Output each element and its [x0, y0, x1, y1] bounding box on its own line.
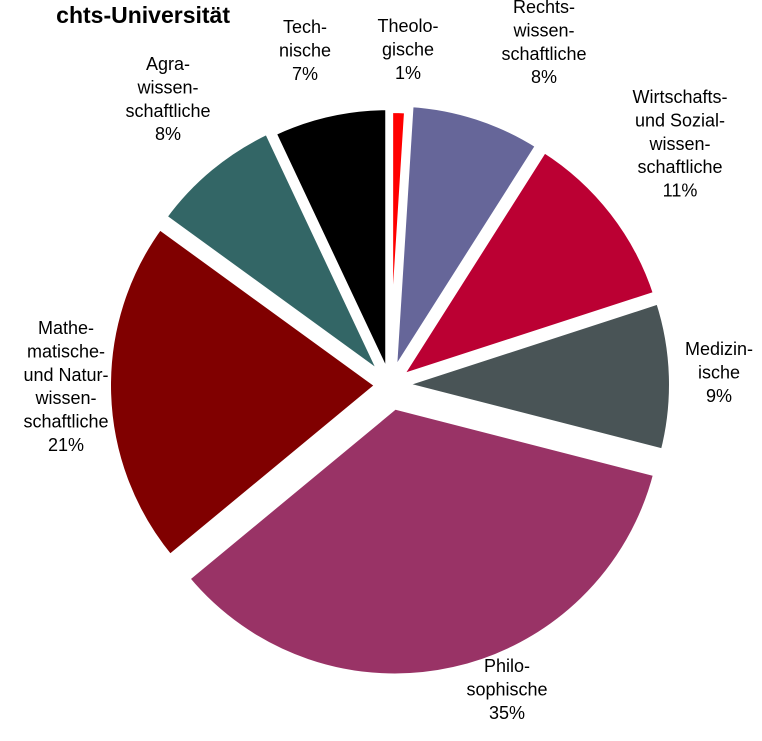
- pie-slice: [105, 223, 382, 561]
- slice-label: Wirtschafts-und Sozial-wissen-schaftlich…: [632, 87, 727, 201]
- slice-label: Theolo-gische 1%: [377, 16, 438, 83]
- slice-label: Philo-sophische 35%: [466, 656, 547, 723]
- pie-slice: [390, 101, 542, 377]
- pie-slice: [396, 146, 660, 381]
- slice-label: Mathe-matische-und Natur-wissen-schaftli…: [23, 318, 108, 455]
- slice-label: Tech-nische 7%: [279, 17, 331, 84]
- slice-label: Rechts-wissen-schaftliche 8%: [501, 0, 586, 87]
- chart-title: chts-Universität: [56, 2, 230, 28]
- pie-slice: [398, 298, 675, 455]
- slice-label: Medizin-ische 9%: [685, 339, 753, 406]
- pie-slice: [183, 403, 660, 680]
- pie-slice: [160, 128, 386, 379]
- slice-label: Agra-wissen-schaftliche 8%: [125, 54, 210, 144]
- pie-slice: [270, 104, 392, 381]
